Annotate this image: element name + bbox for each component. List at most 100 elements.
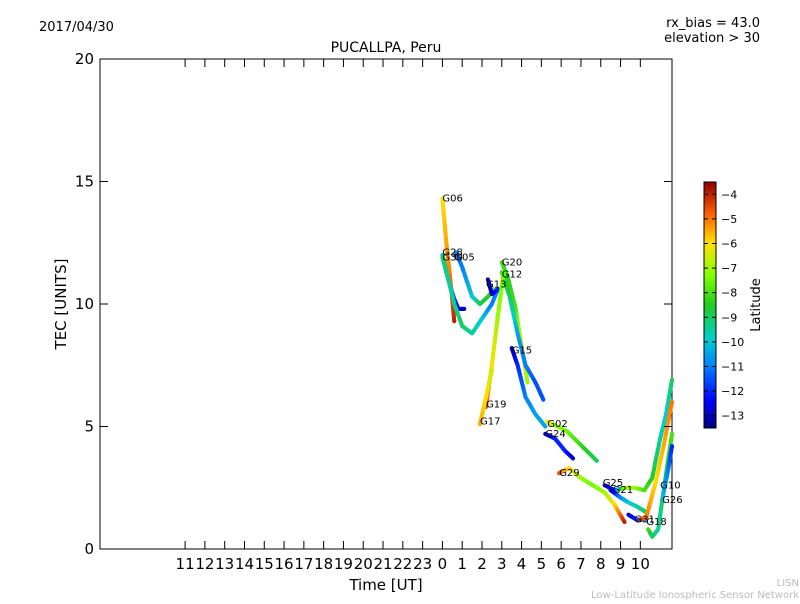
series-G05: [454, 250, 496, 307]
x-tick-label: 23: [413, 555, 432, 573]
x-tick-label: 6: [556, 555, 566, 573]
x-tick-label: 11: [176, 555, 195, 573]
date-label: 2017/04/30: [39, 20, 114, 35]
plot-area: [99, 58, 673, 550]
chart-title: PUCALLPA, Peru: [331, 40, 442, 56]
data-point: [501, 270, 506, 275]
colorbar-tick-label: −6: [721, 238, 737, 251]
series-G02: [545, 419, 599, 463]
y-tick-label: 20: [75, 50, 94, 68]
satellite-label-G13: G13: [486, 279, 506, 290]
x-tick-label: 4: [517, 555, 527, 573]
x-tick-label: 13: [215, 555, 234, 573]
x-tick-label: 19: [334, 555, 353, 573]
satellite-label-G21: G21: [613, 485, 633, 496]
data-point: [594, 458, 599, 463]
colorbar-tick-label: −7: [721, 262, 737, 275]
data-point: [495, 287, 500, 292]
data-point: [462, 306, 467, 311]
y-tick-label: 0: [84, 540, 94, 558]
satellite-label-G19: G19: [486, 399, 506, 410]
colorbar-tick-label: −5: [721, 213, 737, 226]
x-tick-label: 20: [354, 555, 373, 573]
colorbar-label: Latitude: [749, 278, 764, 332]
colorbar-ticks: −4 −5 −6 −7 −8 −9 −10 −11 −12 −13: [704, 188, 744, 423]
series-G26: [660, 444, 675, 503]
data-point: [452, 319, 457, 324]
satellite-label-G12: G12: [502, 270, 522, 281]
series-G24: [543, 431, 576, 461]
colorbar-tick-label: −13: [721, 410, 744, 423]
satellite-label-G30: G30: [442, 252, 462, 263]
series-G12: [499, 270, 546, 402]
data-point: [541, 397, 546, 402]
data-point: [543, 424, 548, 429]
colorbar-tick-label: −9: [721, 311, 737, 324]
footer-org-long: Low-Latitude Ionospheric Sensor Network: [591, 590, 799, 600]
satellite-label-G10: G10: [660, 480, 680, 491]
data-point: [570, 456, 576, 461]
x-tick-label: 15: [255, 555, 274, 573]
satellite-label-G24: G24: [545, 429, 565, 440]
data-point: [669, 399, 675, 405]
y-tick-label: 15: [75, 173, 94, 191]
colorbar-tick-label: −11: [721, 361, 744, 374]
x-tick-label: 3: [497, 555, 507, 573]
satellite-label-G06: G06: [442, 194, 462, 205]
x-tick-label: 21: [373, 555, 392, 573]
x-tick-label: 2: [477, 555, 487, 573]
y-tick-label: 10: [75, 295, 94, 313]
x-tick-label: 10: [631, 555, 650, 573]
satellite-label-G29: G29: [559, 468, 579, 479]
satellite-label-G31: G31: [634, 515, 654, 526]
series-G29: [557, 466, 627, 525]
x-tick-label: 7: [576, 555, 586, 573]
data-point: [669, 431, 675, 436]
series-G13: [485, 277, 500, 297]
colorbar-tick-label: −4: [721, 188, 737, 201]
data-point: [489, 368, 494, 373]
rx-bias-label: rx_bias = 43.0: [666, 16, 760, 31]
data-point: [622, 519, 627, 525]
series-G17: [477, 368, 494, 427]
satellite-label-G17: G17: [480, 417, 500, 428]
x-axis-label: Time [UT]: [348, 576, 422, 594]
x-tick-label: 12: [195, 555, 214, 573]
data-point: [669, 377, 675, 382]
data-point: [525, 380, 530, 385]
x-tick-label: 14: [235, 555, 254, 573]
series-G25: [602, 377, 675, 493]
satellite-label-G15: G15: [512, 346, 532, 357]
x-tick-label: 0: [438, 555, 448, 573]
x-tick-label: 1: [457, 555, 467, 573]
satellite-label-G20: G20: [502, 257, 522, 268]
footer-org-short: LISN: [777, 578, 799, 589]
series-G15: [509, 346, 548, 429]
x-tick-label: 8: [596, 555, 606, 573]
satellite-label-G25: G25: [603, 478, 623, 489]
elevation-label: elevation > 30: [664, 31, 760, 46]
series-G18: [638, 399, 675, 522]
x-tick-label: 18: [314, 555, 333, 573]
satellite-label-G02: G02: [547, 419, 567, 430]
x-tick-label: 17: [294, 555, 313, 573]
x-tick-label: 22: [393, 555, 412, 573]
series-G21: [608, 488, 649, 515]
satellite-label-G28: G28: [442, 248, 462, 259]
x-tick-label: 5: [537, 555, 547, 573]
data-point: [669, 444, 675, 449]
satellite-label-G05: G05: [454, 252, 474, 263]
satellite-label-G26: G26: [662, 495, 682, 506]
y-axis-label: TEC [UNITS]: [52, 259, 70, 351]
y-tick-label: 5: [84, 418, 94, 436]
colorbar-tick-label: −12: [721, 385, 744, 398]
satellite-label-G18: G18: [646, 517, 666, 528]
data-layer: [440, 196, 675, 539]
x-tick-label: 9: [616, 555, 626, 573]
colorbar-tick-label: −8: [721, 287, 737, 300]
colorbar-tick-label: −10: [721, 336, 744, 349]
